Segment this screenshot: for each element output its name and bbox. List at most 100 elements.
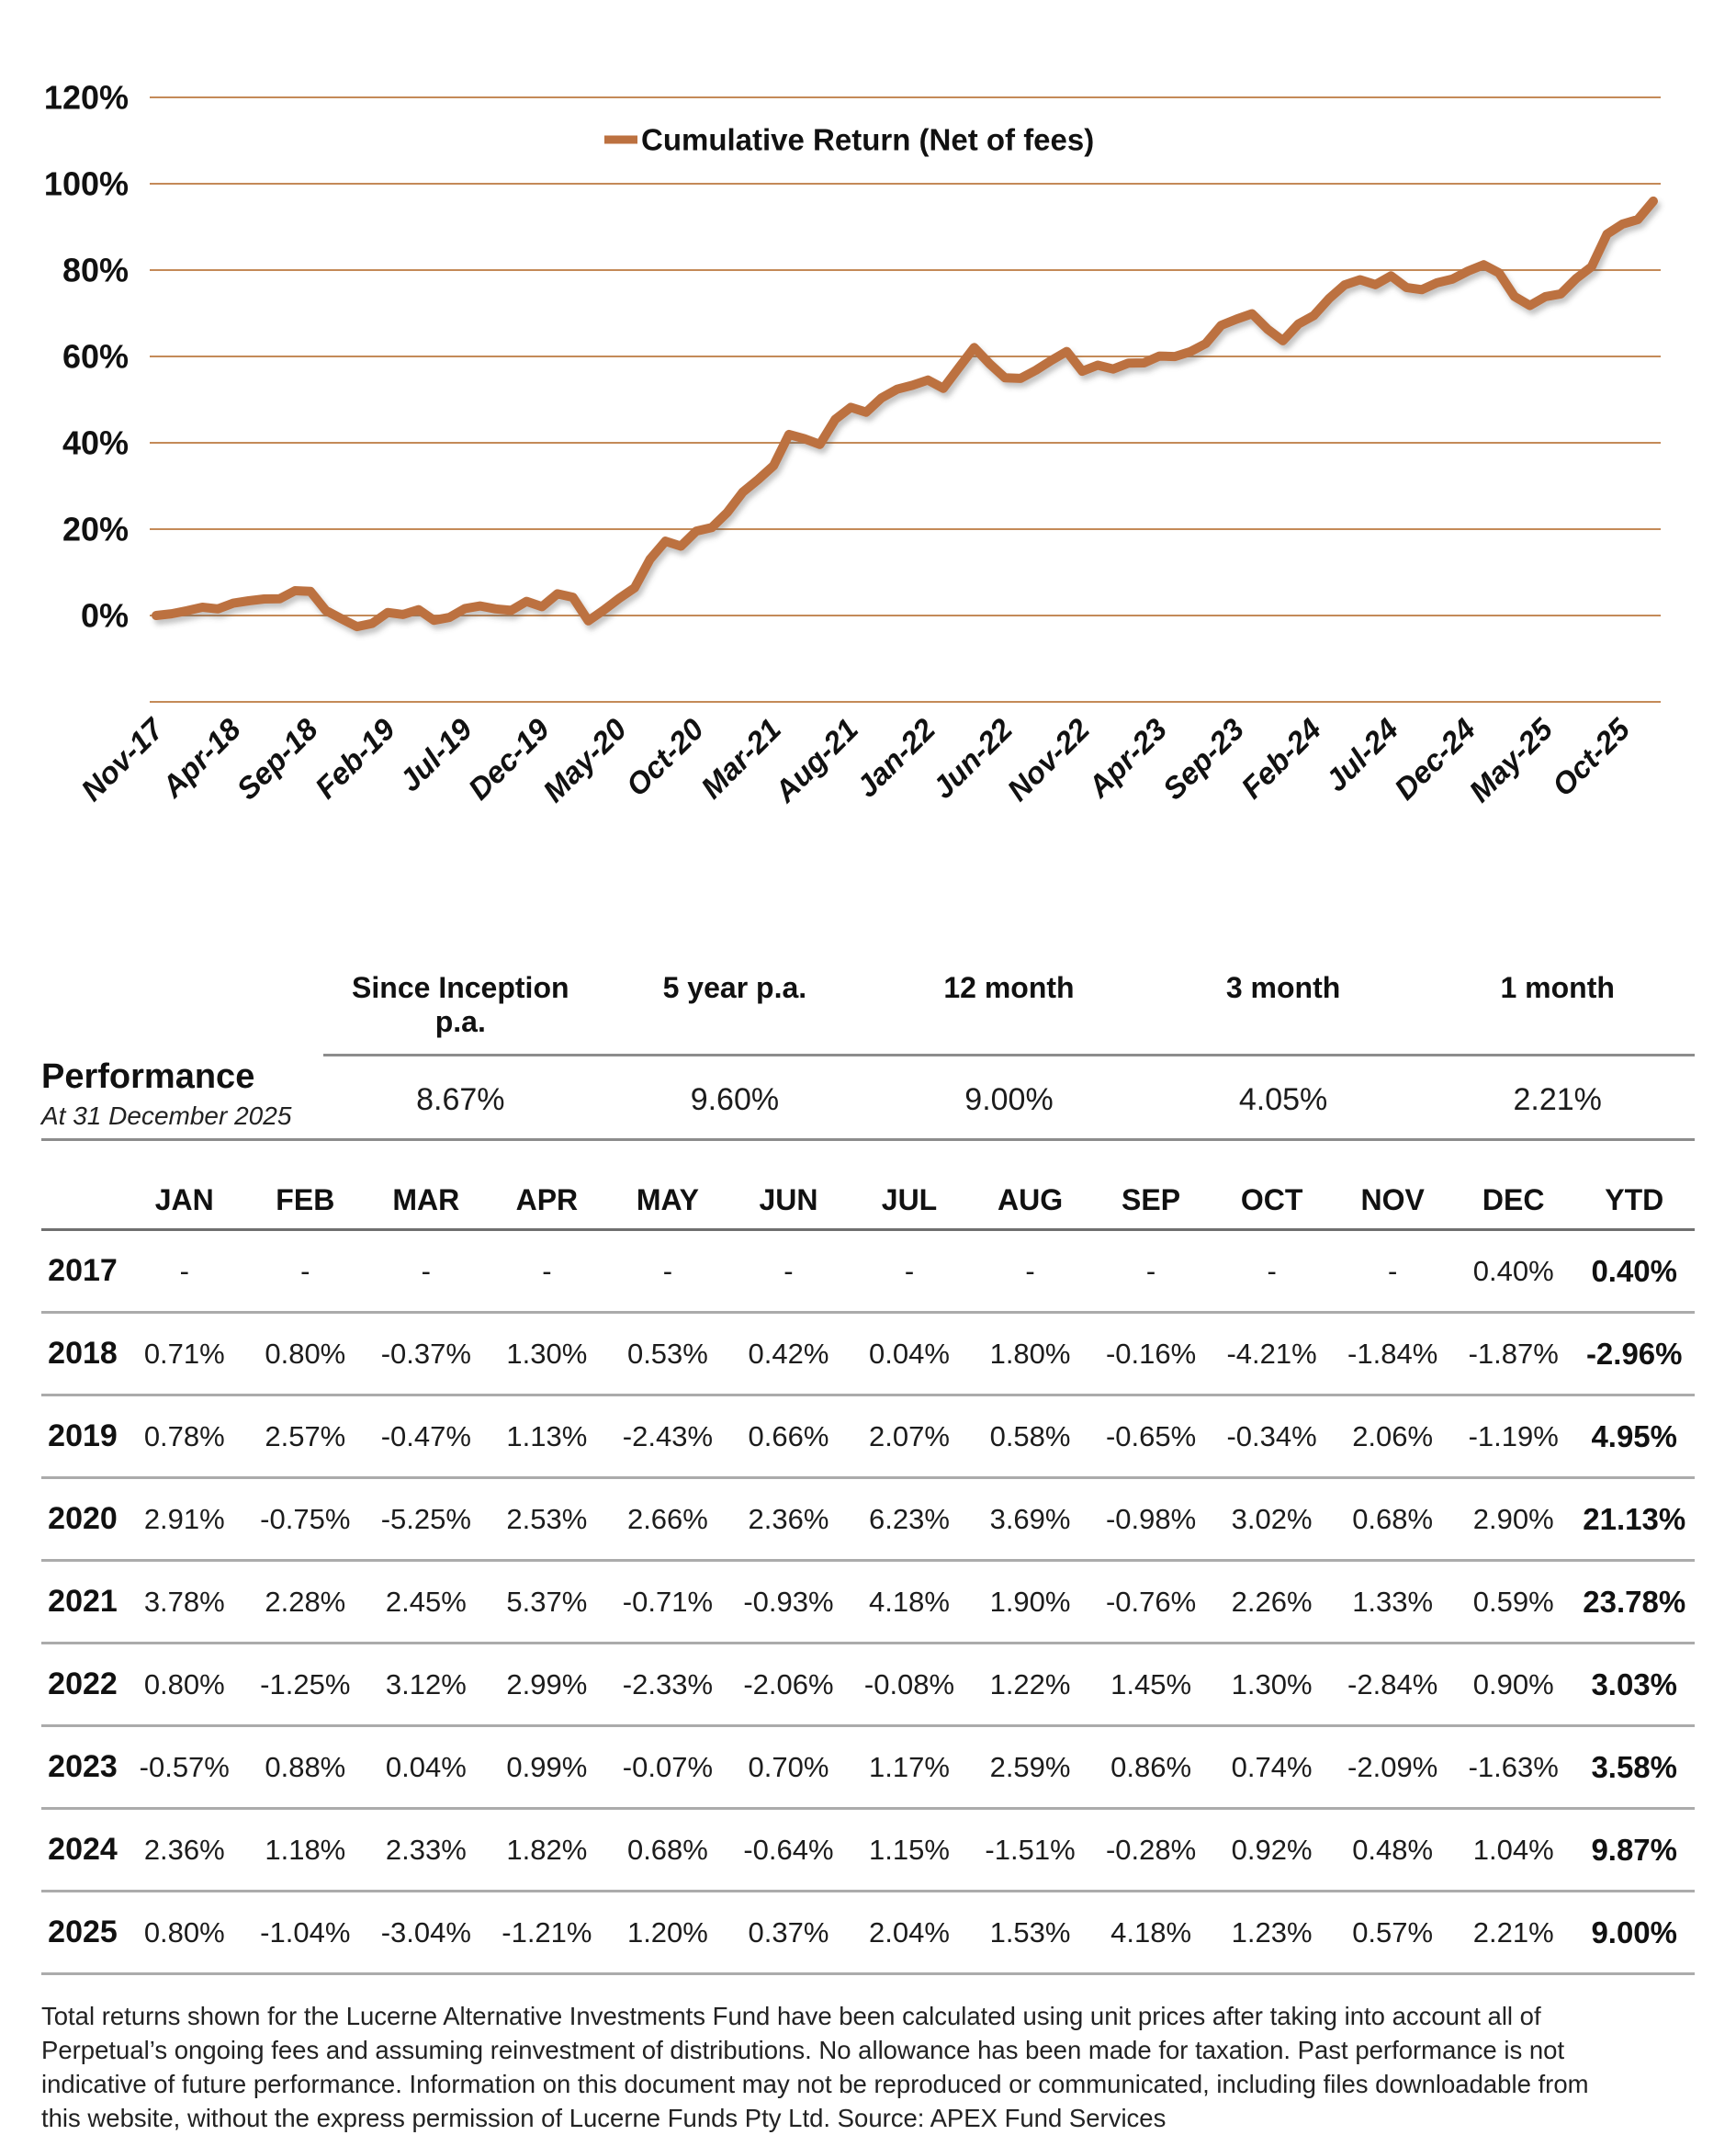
performance-header-3-month: 3 month — [1225, 971, 1341, 1004]
monthly-returns-table: JAN FEB MAR APR MAY JUN JUL AUG SEP OCT … — [41, 1183, 1695, 1975]
month-value: 0.80% — [143, 1915, 225, 1949]
ytd-value: 21.13% — [1583, 1501, 1686, 1536]
month-value: 1.04% — [1472, 1833, 1554, 1866]
ytd-value: 4.95% — [1591, 1418, 1678, 1453]
year-label: 2018 — [48, 1336, 118, 1371]
month-value: 0.66% — [748, 1419, 829, 1452]
x-axis-tick-label: Feb-19 — [309, 711, 402, 805]
month-value: - — [1025, 1254, 1035, 1287]
performance-columns: Since Inception p.a. 5 year p.a. 12 mont… — [323, 966, 1695, 1138]
month-value: -0.57% — [139, 1750, 230, 1783]
month-value: 2.28% — [265, 1585, 346, 1618]
month-value: 2.21% — [1472, 1915, 1554, 1949]
x-axis-tick-label: Oct-25 — [1546, 711, 1637, 802]
x-axis-tick-label: Nov-17 — [74, 711, 171, 808]
month-value: 1.90% — [989, 1585, 1071, 1618]
month-value: 3.12% — [385, 1667, 467, 1700]
x-axis-tick-label: May-20 — [536, 711, 634, 808]
performance-header-row: Since Inception p.a. 5 year p.a. 12 mont… — [323, 966, 1695, 1056]
table-row: 2022 0.80% -1.25% 3.12% 2.99% -2.33% -2.06% -0.… — [41, 1644, 1695, 1727]
month-value: 2.59% — [989, 1750, 1071, 1783]
month-value: - — [421, 1254, 431, 1287]
month-value: 5.37% — [506, 1585, 588, 1618]
table-row: 2025 0.80% -1.04% -3.04% -1.21% 1.20% 0.37% 2.0… — [41, 1892, 1695, 1975]
month-value: 1.45% — [1110, 1667, 1192, 1700]
month-value: 3.02% — [1231, 1502, 1313, 1535]
x-axis-tick-label: Oct-20 — [619, 711, 710, 802]
month-value: 1.23% — [1231, 1915, 1313, 1949]
x-axis-tick-label: May-25 — [1462, 711, 1560, 808]
month-value: 0.40% — [1472, 1254, 1554, 1287]
ytd-value: 3.58% — [1591, 1749, 1678, 1784]
ytd-value: 3.03% — [1591, 1666, 1678, 1701]
x-axis-tick-label: Sep-18 — [230, 711, 324, 806]
table-row: 2018 0.71% 0.80% -0.37% 1.30% 0.53% 0.42% 0.04%… — [41, 1314, 1695, 1396]
month-value: 1.13% — [506, 1419, 588, 1452]
month-value: 2.33% — [385, 1833, 467, 1866]
month-value: -0.08% — [863, 1667, 955, 1700]
month-value: -0.75% — [260, 1502, 351, 1535]
month-value: - — [662, 1254, 673, 1287]
month-value: 4.18% — [1110, 1915, 1192, 1949]
month-value: 0.70% — [748, 1750, 829, 1783]
month-value: -1.21% — [502, 1915, 592, 1949]
cumulative-return-line — [152, 196, 1658, 632]
legend-label: Cumulative Return (Net of fees) — [641, 123, 1094, 157]
month-value: 0.04% — [869, 1337, 950, 1370]
table-row: 2019 0.78% 2.57% -0.47% 1.13% -2.43% 0.66% 2.07… — [41, 1396, 1695, 1479]
month-value: -4.21% — [1226, 1337, 1317, 1370]
month-value: -2.43% — [622, 1419, 714, 1452]
month-value: 0.57% — [1352, 1915, 1434, 1949]
year-label: 2024 — [48, 1832, 118, 1867]
month-value: 2.90% — [1472, 1502, 1554, 1535]
year-label: 2023 — [48, 1749, 118, 1784]
month-value: 0.53% — [626, 1337, 708, 1370]
performance-summary-label-block: Performance At 31 December 2025 — [41, 966, 323, 1138]
performance-values-row: 8.67% 9.60% 9.00% 4.05% 2.21% — [323, 1056, 1695, 1138]
year-label: 2025 — [48, 1915, 118, 1949]
month-value: - — [1145, 1254, 1156, 1287]
table-row: 2023 -0.57% 0.88% 0.04% 0.99% -0.07% 0.70% 1.17… — [41, 1727, 1695, 1810]
month-value: - — [1387, 1254, 1398, 1287]
month-value: 1.53% — [989, 1915, 1071, 1949]
table-row: 2017 - - - - - - - - - - - 0.40% 0.40% — [41, 1231, 1695, 1314]
month-value: 0.74% — [1231, 1750, 1313, 1783]
column-header-dec: DEC — [1482, 1183, 1545, 1216]
y-axis-tick-label: 20% — [62, 511, 129, 548]
month-value: -0.65% — [1105, 1419, 1197, 1452]
column-header-jul: JUL — [881, 1183, 938, 1216]
performance-header-1-month: 1 month — [1500, 971, 1615, 1004]
performance-value-3-month: 4.05% — [1238, 1082, 1328, 1117]
month-value: 6.23% — [869, 1502, 950, 1535]
y-axis-tick-label: 80% — [62, 252, 129, 289]
y-axis-tick-label: 40% — [62, 424, 129, 462]
performance-as-at-date: At 31 December 2025 — [41, 1101, 292, 1130]
x-axis-tick-label: Jun-22 — [926, 711, 1020, 805]
month-value: 0.80% — [265, 1337, 346, 1370]
y-axis-tick-label: 60% — [62, 338, 129, 376]
column-header-aug: AUG — [997, 1183, 1064, 1216]
month-value: 2.07% — [869, 1419, 950, 1452]
month-value: -1.87% — [1468, 1337, 1559, 1370]
month-value: -1.19% — [1468, 1419, 1559, 1452]
month-value: -0.93% — [743, 1585, 834, 1618]
x-axis-tick-label: Apr-23 — [1080, 712, 1173, 805]
year-label: 2020 — [48, 1501, 118, 1536]
year-label: 2019 — [48, 1418, 118, 1453]
month-value: -1.04% — [260, 1915, 351, 1949]
month-value: -0.37% — [380, 1337, 471, 1370]
month-value: 2.26% — [1231, 1585, 1313, 1618]
month-value: 1.22% — [989, 1667, 1071, 1700]
month-value: 0.58% — [989, 1419, 1071, 1452]
x-axis-tick-label: Feb-24 — [1234, 712, 1327, 805]
year-label: 2022 — [48, 1666, 118, 1701]
month-value: 0.86% — [1110, 1750, 1192, 1783]
month-value: - — [1267, 1254, 1277, 1287]
month-value: 0.59% — [1472, 1585, 1554, 1618]
month-value: -5.25% — [380, 1502, 471, 1535]
month-value: -1.51% — [985, 1833, 1076, 1866]
column-header-mar: MAR — [392, 1183, 460, 1216]
month-value: -0.71% — [622, 1585, 714, 1618]
month-value: 0.48% — [1352, 1833, 1434, 1866]
month-value: 0.88% — [265, 1750, 346, 1783]
